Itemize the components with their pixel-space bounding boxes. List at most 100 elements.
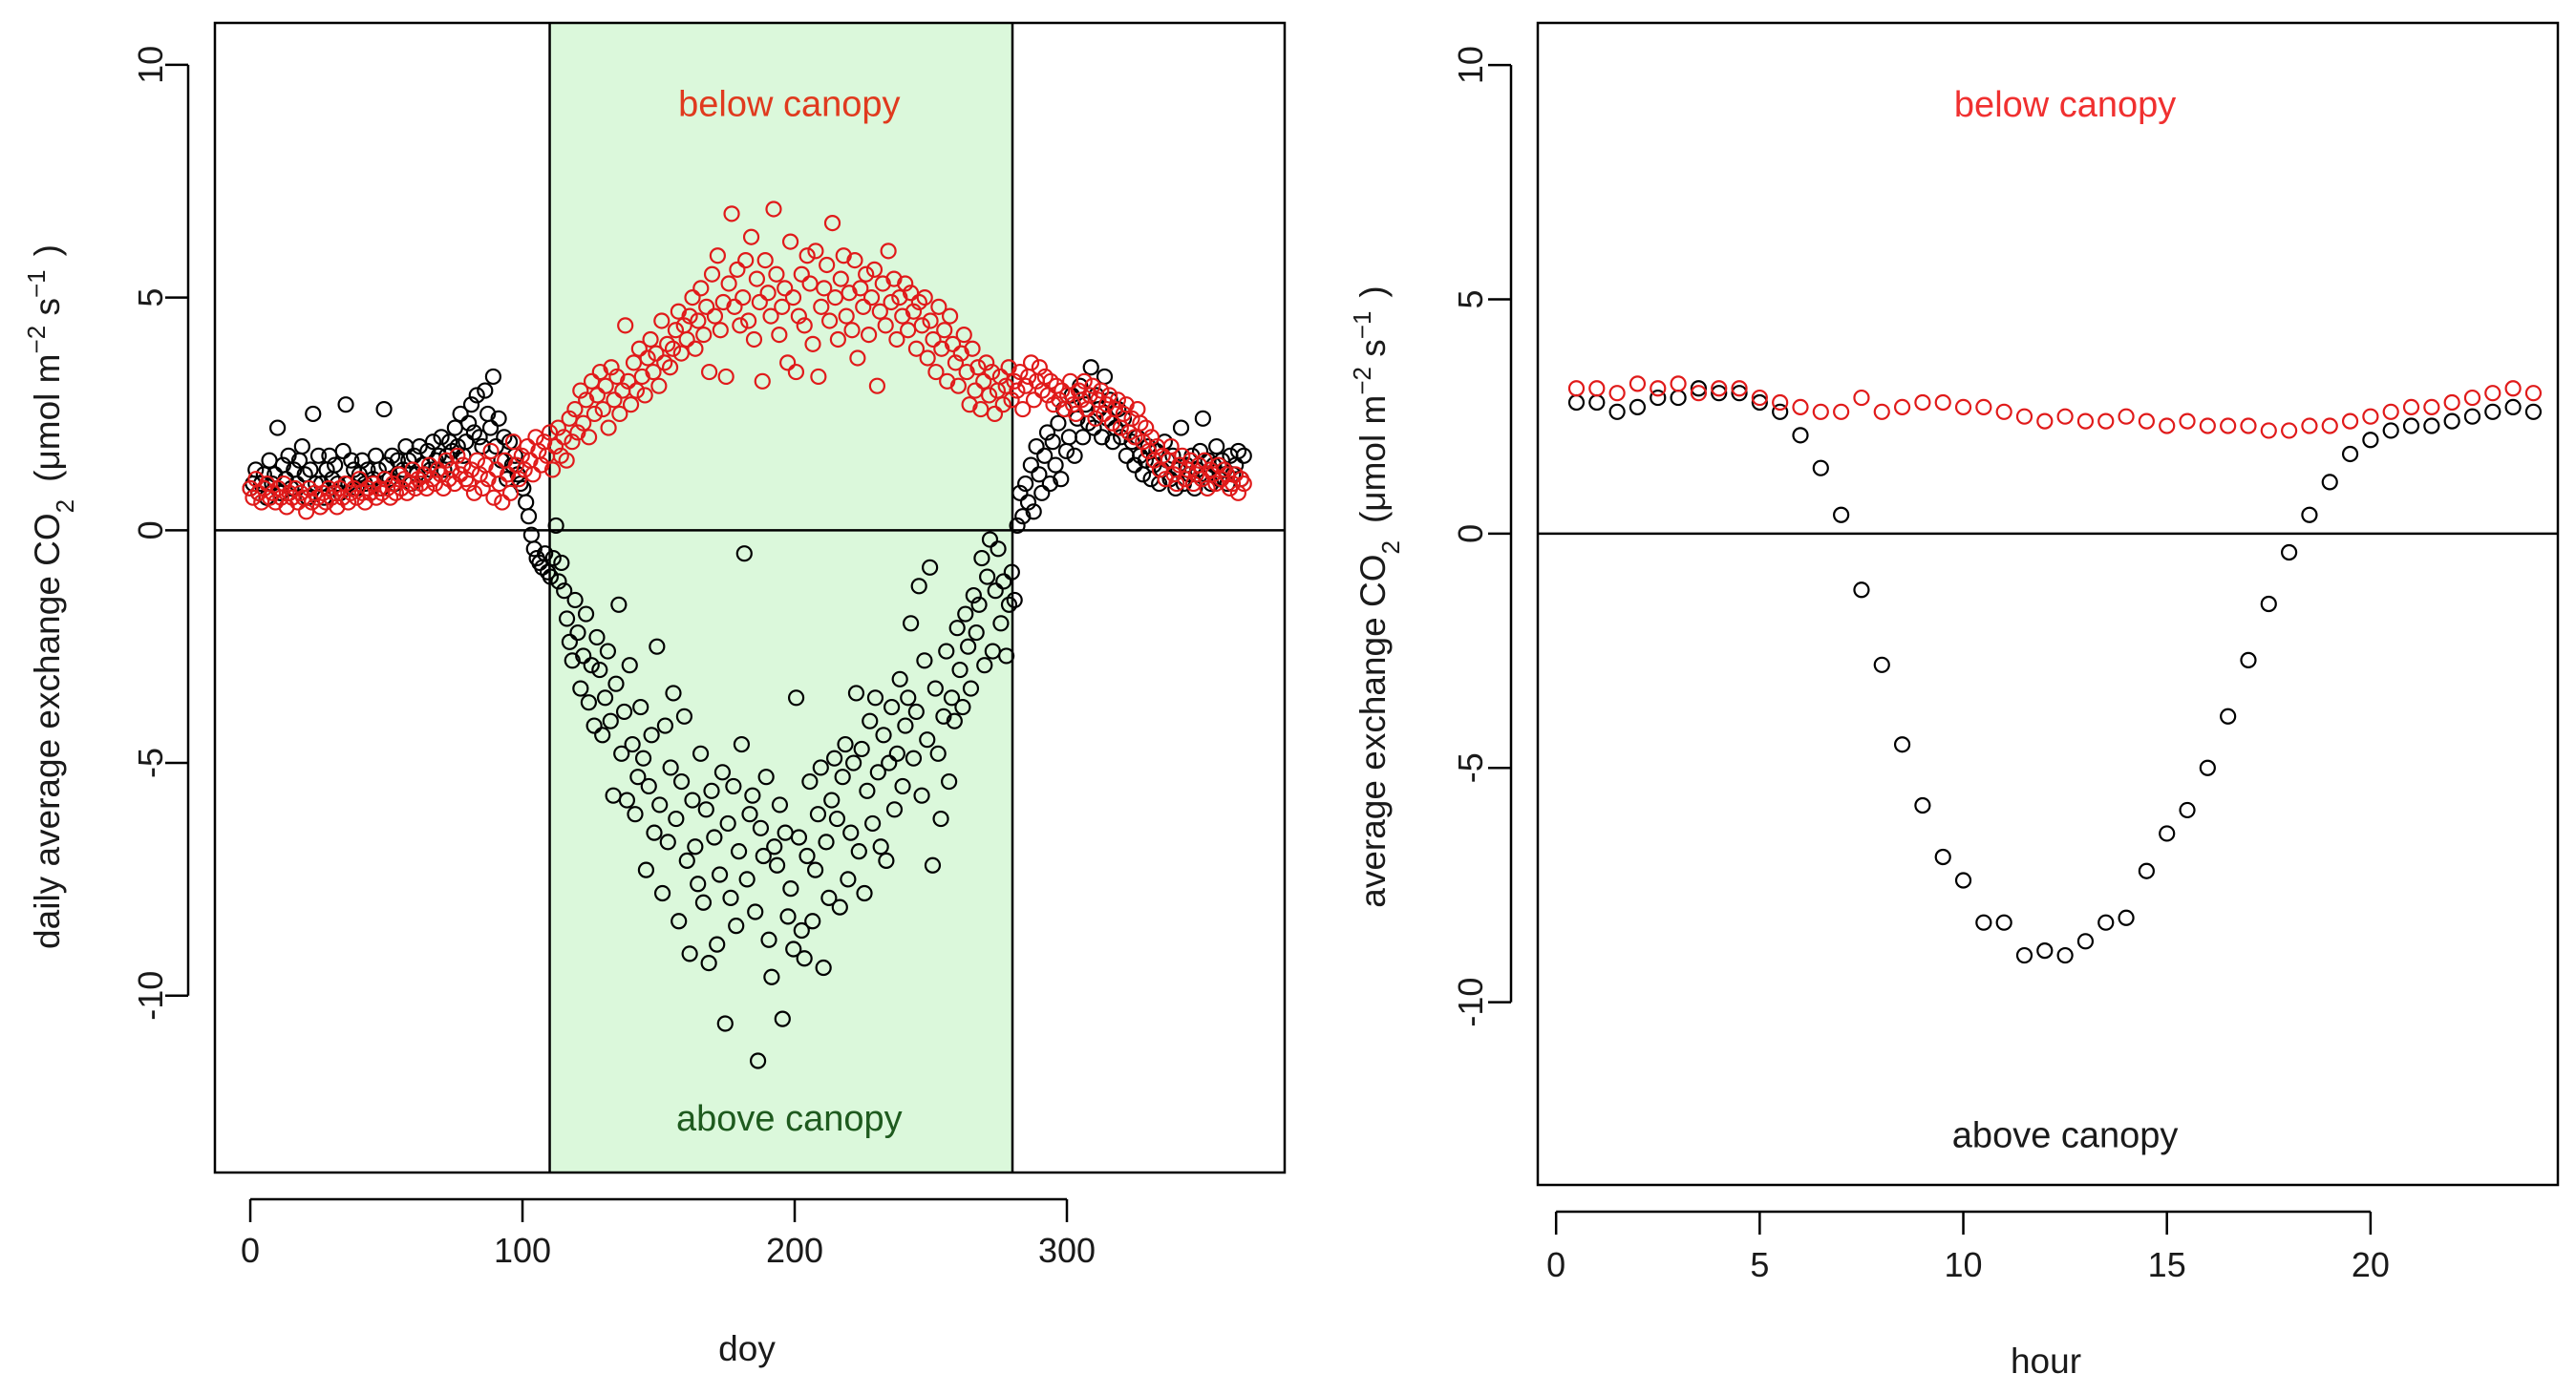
- below-canopy-point: [905, 303, 923, 320]
- below-canopy-point: [564, 433, 581, 451]
- above-canopy-point: [1650, 389, 1667, 407]
- below-canopy-point: [1031, 359, 1048, 376]
- above-canopy-point: [979, 568, 996, 585]
- above-canopy-point: [665, 685, 682, 702]
- below-canopy-point: [816, 280, 833, 297]
- below-canopy-point: [975, 372, 992, 390]
- above-canopy-point: [943, 689, 961, 707]
- above-canopy-point: [798, 847, 816, 865]
- below-canopy-point: [784, 288, 802, 306]
- above-canopy-point: [424, 433, 442, 451]
- above-canopy-point: [547, 517, 564, 535]
- below-canopy-point: [687, 340, 704, 357]
- above-canopy-point: [580, 694, 598, 711]
- below-canopy-point: [779, 354, 797, 371]
- above-canopy-point: [941, 772, 958, 791]
- above-canopy-point: [820, 889, 838, 907]
- above-canopy-point: [766, 838, 783, 856]
- above-canopy-point: [1751, 393, 1768, 412]
- below-canopy-point: [768, 265, 785, 283]
- above-canopy-point: [722, 889, 739, 907]
- above-canopy-point: [881, 754, 898, 771]
- right-scatter-panel: 0 5 10 15 20 -10 -5 0 5 10 below canopy above ca…: [1348, 21, 2560, 1381]
- below-canopy-point: [868, 377, 886, 394]
- above-canopy-point: [659, 834, 676, 851]
- above-canopy-point: [738, 871, 756, 888]
- above-canopy-point: [2015, 946, 2033, 964]
- below-canopy-point: [524, 466, 542, 483]
- above-canopy-point: [1025, 503, 1042, 520]
- above-canopy-point: [1893, 736, 1911, 753]
- above-canopy-point: [885, 801, 904, 818]
- below-canopy-point: [667, 322, 685, 339]
- above-canopy-point: [951, 661, 969, 679]
- below-canopy-point: [801, 275, 819, 292]
- below-canopy-point: [2036, 412, 2054, 430]
- below-canopy-point: [561, 410, 578, 427]
- below-canopy-point: [967, 382, 984, 399]
- above-canopy-point: [550, 573, 567, 590]
- left-plot-frame: [213, 21, 1287, 1174]
- above-canopy-point: [995, 573, 1012, 590]
- below-canopy-point: [1812, 403, 1829, 420]
- above-canopy-point: [828, 810, 846, 828]
- above-canopy-point: [1208, 437, 1225, 455]
- above-canopy-point: [812, 759, 829, 776]
- y-tick-label: 5: [1451, 290, 1490, 309]
- below-canopy-point: [2321, 417, 2338, 434]
- above-canopy-point: [293, 437, 310, 455]
- above-canopy-point: [757, 769, 775, 786]
- below-canopy-point: [846, 251, 863, 269]
- above-canopy-point: [1235, 447, 1252, 464]
- above-canopy-point: [569, 624, 586, 642]
- below-canopy-point: [865, 261, 884, 278]
- above-canopy-point: [2362, 432, 2379, 449]
- right-ylabel-unit-close: ): [1353, 285, 1393, 297]
- above-canopy-point: [2076, 933, 2095, 950]
- below-canopy-point: [1235, 475, 1252, 493]
- below-canopy-point: [2382, 403, 2399, 420]
- above-canopy-point: [2382, 422, 2399, 439]
- below-canopy-point: [720, 275, 737, 292]
- below-canopy-point: [510, 471, 527, 488]
- above-canopy-point: [840, 871, 857, 888]
- above-canopy-point: [591, 661, 608, 679]
- below-canopy-point: [650, 377, 668, 394]
- above-canopy-point: [884, 698, 901, 716]
- above-canopy-point: [935, 708, 952, 725]
- below-canopy-point: [991, 368, 1009, 386]
- y-tick-label: -10: [1451, 978, 1490, 1027]
- above-canopy-point: [1085, 419, 1102, 436]
- below-canopy-point: [900, 322, 917, 339]
- below-canopy-point: [465, 484, 483, 501]
- above-canopy-point: [1014, 508, 1032, 525]
- above-canopy-point: [954, 698, 971, 716]
- below-canopy-point: [2159, 417, 2176, 434]
- above-canopy-point: [629, 769, 647, 786]
- below-canopy-point: [1101, 387, 1118, 404]
- above-canopy-point: [891, 670, 908, 687]
- above-canopy-point: [866, 689, 884, 707]
- below-canopy-point: [1853, 389, 1870, 407]
- x-tick-label: 300: [1038, 1231, 1096, 1270]
- above-canopy-point: [962, 680, 980, 697]
- above-canopy-point: [960, 638, 977, 655]
- below-canopy-point: [585, 405, 604, 423]
- below-canopy-point: [916, 288, 933, 306]
- below-canopy-point: [819, 256, 836, 274]
- below-canopy-point: [737, 251, 755, 269]
- y-tick-label: 10: [1451, 46, 1490, 84]
- above-canopy-point: [481, 419, 500, 436]
- below-canopy-point: [1073, 391, 1090, 409]
- below-canopy-point: [645, 363, 662, 381]
- above-canopy-point: [787, 689, 805, 707]
- left-below-canopy-points: [242, 201, 1252, 520]
- above-canopy-point: [2036, 942, 2054, 960]
- right-ylabel-exp2: −1: [1348, 311, 1376, 340]
- above-canopy-point: [662, 759, 679, 776]
- below-canopy-point: [1690, 385, 1708, 402]
- above-canopy-point: [716, 1015, 734, 1032]
- below-canopy-point: [732, 317, 749, 334]
- above-canopy-point: [624, 735, 641, 753]
- above-canopy-point: [806, 861, 824, 878]
